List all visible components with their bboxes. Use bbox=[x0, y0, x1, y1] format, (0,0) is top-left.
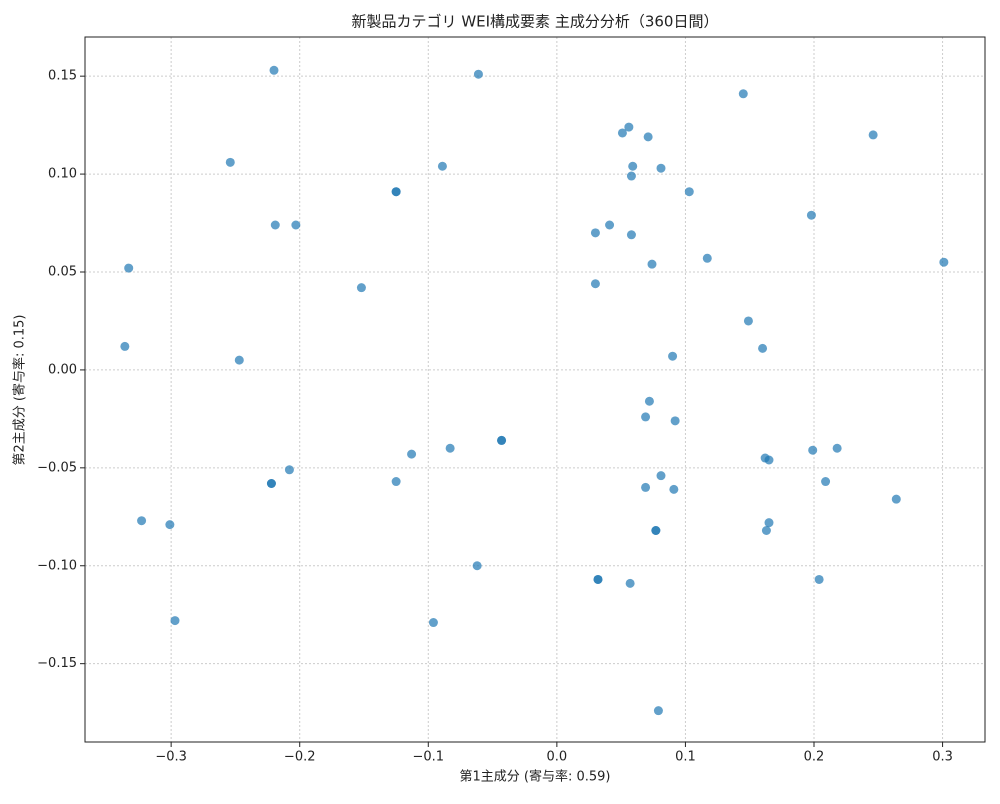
x-tick-label: −0.1 bbox=[412, 750, 444, 765]
y-tick-label: −0.10 bbox=[37, 558, 77, 573]
point bbox=[437, 161, 447, 171]
point bbox=[472, 561, 482, 571]
point bbox=[684, 187, 694, 197]
point bbox=[624, 122, 634, 132]
y-axis-label: 第2主成分 (寄与率: 0.15) bbox=[12, 314, 28, 465]
point bbox=[644, 396, 654, 406]
point bbox=[124, 263, 134, 273]
point bbox=[266, 479, 276, 488]
point bbox=[738, 89, 748, 99]
point bbox=[643, 132, 653, 142]
point bbox=[391, 187, 401, 197]
point bbox=[758, 343, 768, 353]
point bbox=[814, 574, 824, 584]
point bbox=[626, 230, 636, 240]
point bbox=[605, 220, 615, 230]
point bbox=[808, 445, 818, 455]
point bbox=[234, 355, 244, 365]
point bbox=[225, 157, 235, 167]
point bbox=[670, 416, 680, 426]
point bbox=[284, 465, 294, 475]
point bbox=[590, 228, 600, 238]
point bbox=[641, 482, 651, 492]
y-tick-label: 0.10 bbox=[48, 167, 77, 182]
x-tick-label: 0.2 bbox=[804, 750, 825, 765]
point bbox=[641, 412, 651, 422]
point bbox=[170, 616, 180, 626]
y-tick-label: −0.15 bbox=[37, 656, 77, 671]
point bbox=[473, 69, 483, 79]
point bbox=[391, 477, 401, 487]
point bbox=[626, 171, 636, 181]
point bbox=[165, 520, 175, 530]
point bbox=[137, 516, 147, 526]
point bbox=[647, 259, 657, 269]
point bbox=[806, 210, 816, 220]
point bbox=[702, 253, 712, 263]
y-tick-label: 0.05 bbox=[48, 265, 77, 280]
point bbox=[764, 518, 774, 528]
point bbox=[628, 161, 638, 171]
point bbox=[120, 341, 130, 351]
point bbox=[407, 449, 417, 459]
point bbox=[668, 351, 678, 361]
x-tick-label: 0.3 bbox=[932, 750, 953, 765]
point bbox=[445, 443, 455, 453]
point bbox=[590, 279, 600, 289]
x-tick-label: −0.3 bbox=[155, 750, 187, 765]
x-tick-label: 0.1 bbox=[675, 750, 696, 765]
y-tick-label: −0.05 bbox=[37, 460, 77, 475]
x-tick-label: 0.0 bbox=[547, 750, 568, 765]
point bbox=[270, 220, 280, 230]
point bbox=[868, 130, 878, 140]
point bbox=[656, 163, 666, 173]
point bbox=[821, 477, 831, 487]
point bbox=[832, 443, 842, 453]
point bbox=[761, 526, 771, 535]
point bbox=[764, 455, 774, 465]
point bbox=[625, 578, 635, 588]
y-tick-label: 0.00 bbox=[48, 362, 77, 377]
x-axis-label: 第1主成分 (寄与率: 0.59) bbox=[459, 769, 610, 785]
point bbox=[356, 283, 366, 293]
point bbox=[743, 316, 753, 326]
point bbox=[291, 220, 301, 230]
x-tick-label: −0.2 bbox=[284, 750, 316, 765]
plot-frame bbox=[84, 36, 986, 743]
point bbox=[269, 65, 279, 75]
y-tick-label: 0.15 bbox=[48, 69, 77, 84]
point bbox=[617, 128, 627, 138]
point bbox=[656, 471, 666, 481]
point bbox=[653, 706, 663, 716]
point bbox=[651, 526, 661, 535]
point bbox=[939, 257, 949, 267]
point bbox=[497, 435, 507, 445]
chart-title: 新製品カテゴリ WEI構成要素 主成分分析（360日間） bbox=[352, 13, 719, 31]
point bbox=[593, 574, 603, 584]
point bbox=[669, 484, 679, 494]
point bbox=[428, 618, 438, 628]
point bbox=[891, 494, 901, 504]
